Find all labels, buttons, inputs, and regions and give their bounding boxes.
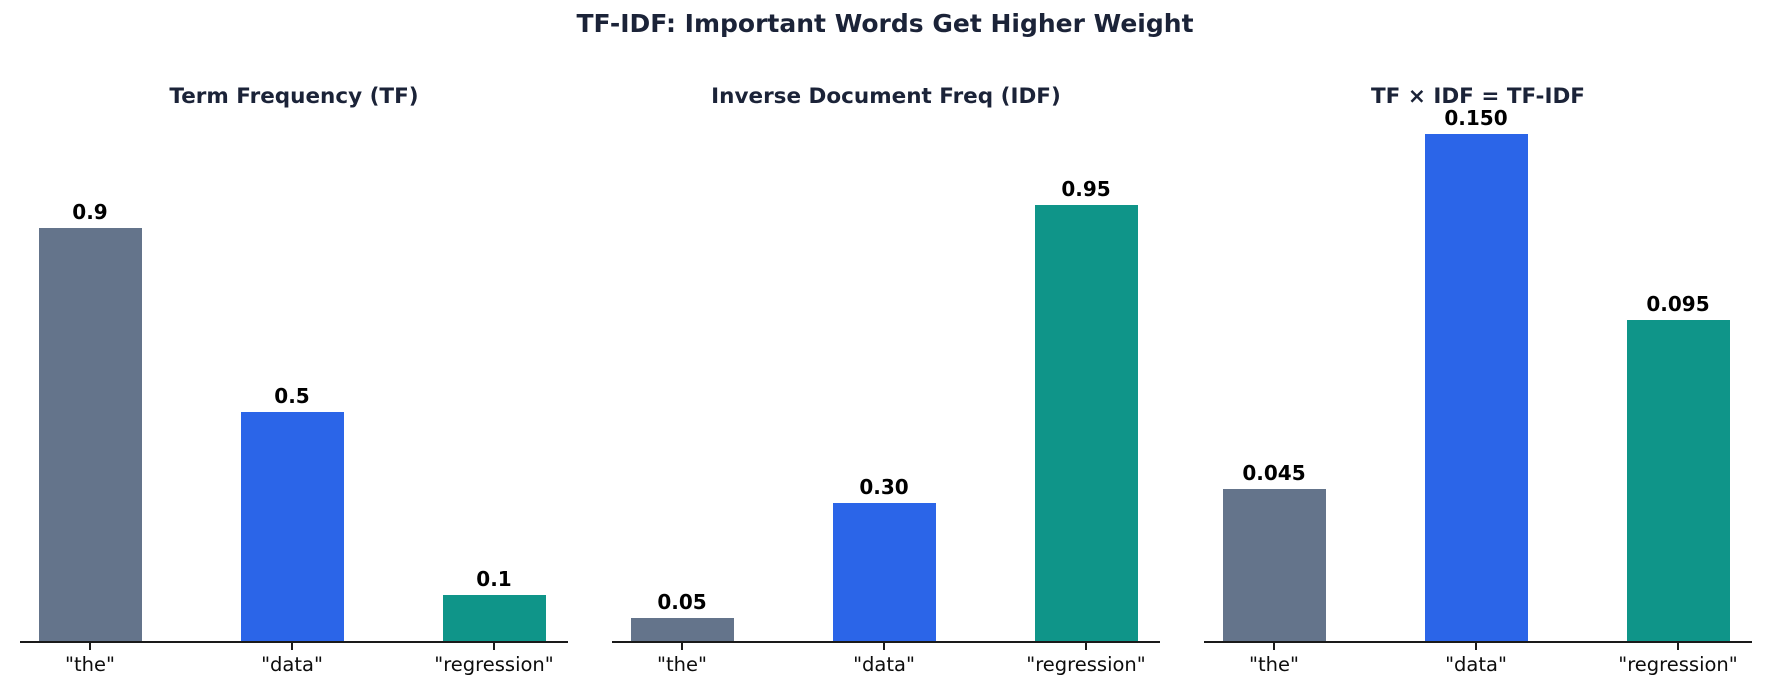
bar-value-label-regression: 0.095 <box>1646 292 1710 316</box>
bar-data <box>1424 134 1528 641</box>
x-tick-mark <box>493 643 495 650</box>
bar-regression <box>1034 205 1138 641</box>
figure-title: TF-IDF: Important Words Get Higher Weigh… <box>576 9 1194 38</box>
x-tick-label-the: "the" <box>65 653 115 676</box>
x-tick-mark <box>883 643 885 650</box>
panel-term-frequency: Term Frequency (TF) 0.9 "the" 0.5 "data" 0.1… <box>0 0 590 696</box>
x-tick-label-regression: "regression" <box>434 653 554 676</box>
bar-regression <box>442 595 546 641</box>
x-tick-label-data: "data" <box>1445 653 1507 676</box>
bar-the <box>38 228 142 641</box>
x-axis-line <box>20 641 568 643</box>
x-tick-label-data: "data" <box>261 653 323 676</box>
panel-inverse-document-freq: Inverse Document Freq (IDF) 0.05 "the" 0.3… <box>590 0 1182 696</box>
panel-title-idf: Inverse Document Freq (IDF) <box>711 84 1061 109</box>
x-tick-label-data: "data" <box>853 653 915 676</box>
bar-the <box>630 618 734 641</box>
x-tick-label-regression: "regression" <box>1618 653 1738 676</box>
x-tick-label-the: "the" <box>657 653 707 676</box>
bar-the <box>1222 489 1326 641</box>
bar-value-label-the: 0.9 <box>72 200 108 224</box>
x-tick-mark <box>1273 643 1275 650</box>
x-tick-mark <box>1475 643 1477 650</box>
x-axis-line <box>612 641 1160 643</box>
bar-value-label-regression: 0.1 <box>476 567 512 591</box>
x-tick-label-the: "the" <box>1249 653 1299 676</box>
x-tick-mark <box>681 643 683 650</box>
x-axis-line <box>1204 641 1752 643</box>
panel-title-tfidf: TF × IDF = TF-IDF <box>1370 84 1585 109</box>
bar-value-label-data: 0.30 <box>859 475 909 499</box>
bar-value-label-the: 0.045 <box>1242 461 1306 485</box>
bar-data <box>240 412 344 641</box>
bar-value-label-regression: 0.95 <box>1061 177 1111 201</box>
x-tick-label-regression: "regression" <box>1026 653 1146 676</box>
x-tick-mark <box>291 643 293 650</box>
panel-tfidf: TF × IDF = TF-IDF 0.045 "the" 0.150 "data" 0… <box>1182 0 1770 696</box>
bar-value-label-data: 0.5 <box>274 384 310 408</box>
x-tick-mark <box>1677 643 1679 650</box>
x-tick-mark <box>1085 643 1087 650</box>
x-tick-mark <box>89 643 91 650</box>
bar-value-label-data: 0.150 <box>1444 106 1508 130</box>
panel-title-tf: Term Frequency (TF) <box>169 84 419 109</box>
bar-data <box>832 503 936 641</box>
bar-value-label-the: 0.05 <box>657 590 707 614</box>
bar-regression <box>1626 320 1730 641</box>
